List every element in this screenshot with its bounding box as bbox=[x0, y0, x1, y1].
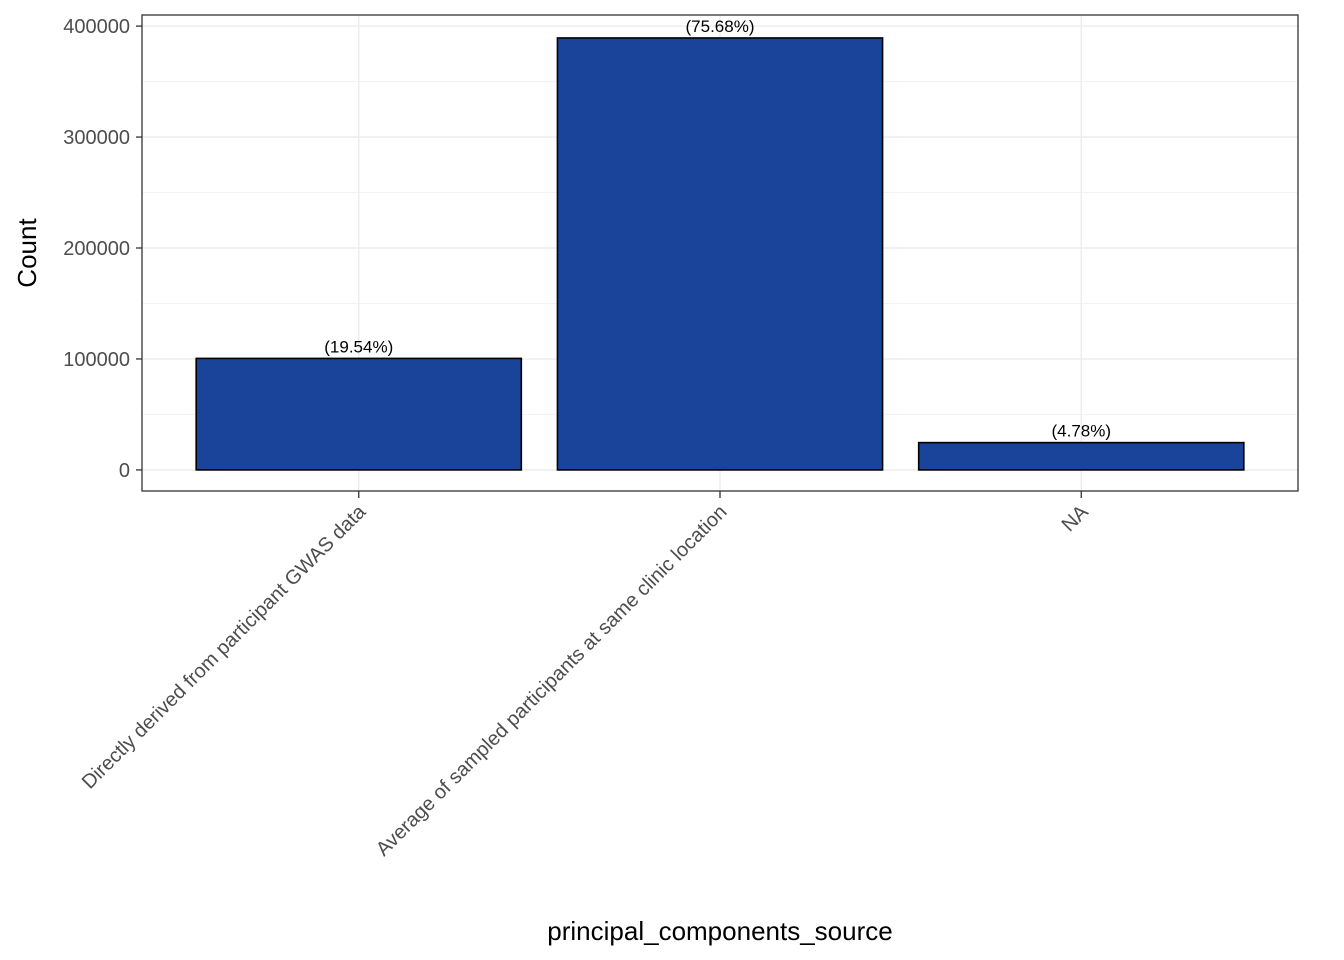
bar-value-label: (75.68%) bbox=[686, 17, 755, 36]
bar-value-label: (19.54%) bbox=[324, 337, 393, 356]
bar bbox=[195, 357, 523, 471]
y-axis-title: Count bbox=[12, 218, 42, 288]
x-axis-title: principal_components_source bbox=[547, 916, 892, 946]
bar bbox=[556, 37, 884, 471]
y-tick-label: 0 bbox=[119, 460, 130, 482]
bar-value-labels: (19.54%) (75.68%) (4.78%) bbox=[324, 17, 1111, 441]
bars bbox=[195, 37, 1245, 471]
x-tick-label: Directly derived from participant GWAS d… bbox=[78, 500, 371, 793]
y-tick-label: 100000 bbox=[63, 349, 130, 371]
x-tick-label: NA bbox=[1058, 501, 1094, 537]
y-axis: 0 100000 200000 300000 400000 bbox=[63, 16, 142, 482]
x-tick-label: Average of sampled participants at same … bbox=[372, 501, 732, 861]
y-tick-label: 300000 bbox=[63, 127, 130, 149]
y-tick-label: 200000 bbox=[63, 238, 130, 260]
y-tick-label: 400000 bbox=[63, 16, 130, 38]
bar bbox=[917, 441, 1245, 471]
bar-value-label: (4.78%) bbox=[1051, 422, 1111, 441]
x-axis: Directly derived from participant GWAS d… bbox=[78, 491, 1093, 861]
